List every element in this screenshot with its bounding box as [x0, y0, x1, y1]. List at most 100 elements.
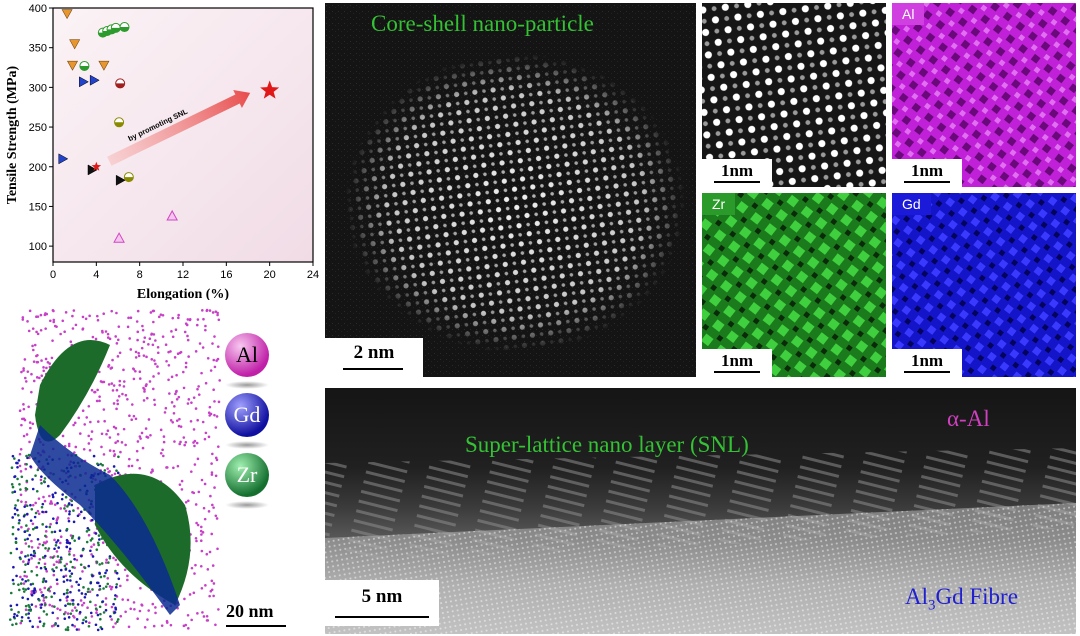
al-atom — [145, 355, 148, 359]
al-atom — [207, 411, 211, 415]
gd-zr-atom — [35, 573, 39, 577]
gd-zr-atom — [30, 570, 33, 573]
gd-zr-atom — [91, 555, 95, 558]
al-atom — [193, 444, 196, 448]
gd-zr-atom — [105, 569, 109, 572]
gd-zr-atom — [84, 620, 88, 623]
gd-zr-atom — [11, 532, 15, 536]
al-atom — [42, 541, 46, 544]
al-atom — [31, 327, 35, 330]
gd-zr-atom — [32, 554, 35, 558]
al-atom — [165, 619, 169, 623]
al-atom — [212, 358, 216, 362]
gd-zr-atom — [53, 605, 56, 608]
gd-zr-atom — [25, 487, 29, 491]
gd-zr-atom — [21, 578, 24, 581]
al-atom — [22, 560, 25, 563]
al-atom — [38, 557, 42, 561]
alpha-al-label: α-Al — [947, 406, 990, 431]
gd-zr-atom — [14, 622, 18, 626]
al-atom — [148, 337, 152, 341]
al-atom — [31, 344, 34, 348]
al-atom — [161, 454, 165, 458]
al-atom — [170, 330, 173, 333]
al-atom — [40, 374, 44, 378]
al-atom — [199, 525, 203, 529]
gd-zr-atom — [68, 553, 71, 556]
al-atom — [184, 440, 188, 444]
al-atom — [159, 428, 163, 432]
al-atom — [114, 622, 117, 625]
al-atom — [193, 572, 196, 575]
al-atom — [200, 533, 203, 536]
gd-zr-atom — [50, 530, 54, 534]
al-atom — [81, 315, 85, 319]
gd-zr-atom — [25, 504, 29, 508]
gd-zr-atom — [46, 484, 50, 488]
gd-zr-atom — [82, 586, 85, 589]
gd-zr-atom — [30, 593, 34, 597]
gd-zr-atom — [40, 603, 44, 606]
scale-bar-2nm-label: 2 nm — [353, 342, 395, 363]
al-atom — [187, 499, 190, 503]
al-atom — [82, 601, 86, 605]
gd-zr-atom — [27, 587, 30, 590]
al-atom — [208, 550, 212, 554]
al-atom — [37, 616, 41, 620]
al-atom — [23, 574, 26, 578]
al-atom — [174, 328, 178, 332]
gd-zr-atom — [27, 453, 31, 457]
zr-isosurface-upper — [35, 340, 110, 442]
al-atom — [202, 317, 205, 321]
gd-zr-atom — [114, 594, 117, 597]
al-atom — [19, 470, 23, 473]
al-atom — [204, 328, 207, 332]
gd-map-image: Gd 1nm — [892, 193, 1076, 377]
al-atom — [32, 360, 36, 363]
gd-zr-atom — [38, 599, 41, 602]
gd-zr-atom — [63, 507, 66, 510]
gd-zr-atom — [63, 564, 67, 568]
gd-zr-atom — [77, 589, 81, 592]
gd-zr-atom — [60, 557, 63, 561]
gd-zr-atom — [75, 618, 79, 621]
al-atom — [178, 417, 181, 421]
gd-zr-atom — [17, 610, 20, 614]
gd-zr-atom — [98, 538, 101, 541]
al-atom — [36, 315, 40, 318]
gd-zr-atom — [11, 485, 15, 489]
al-atom — [210, 462, 213, 465]
al-atom — [35, 354, 38, 358]
al-atom — [159, 451, 163, 455]
gd-zr-atom — [104, 608, 108, 612]
al-atom — [77, 628, 81, 631]
al-atom — [102, 312, 106, 315]
al-atom — [154, 606, 157, 609]
al-atom — [108, 469, 112, 473]
al-atom — [214, 310, 218, 313]
al-atom — [134, 350, 138, 354]
gd-zr-atom — [79, 577, 82, 580]
al-atom — [167, 363, 171, 367]
al-atom — [24, 608, 28, 612]
al-atom — [150, 358, 154, 361]
al-atom — [184, 500, 188, 504]
al-atom — [26, 320, 29, 323]
gd-zr-atom — [54, 623, 57, 626]
al-atom — [157, 372, 160, 375]
gd-zr-atom — [42, 622, 46, 626]
gd-zr-atom — [27, 558, 31, 562]
al-atom — [197, 490, 201, 494]
al-atom — [207, 510, 211, 513]
al-atom — [116, 355, 120, 358]
al-atom — [19, 575, 22, 579]
al-atom — [52, 573, 56, 577]
al-atom — [184, 361, 188, 365]
al-atom — [199, 564, 203, 568]
gd-zr-atom — [27, 616, 30, 620]
gd-zr-atom — [98, 605, 102, 609]
gd-zr-atom — [33, 588, 37, 592]
gd-zr-atom — [81, 621, 85, 625]
al-atom — [18, 452, 22, 456]
gd-zr-atom — [58, 598, 62, 602]
